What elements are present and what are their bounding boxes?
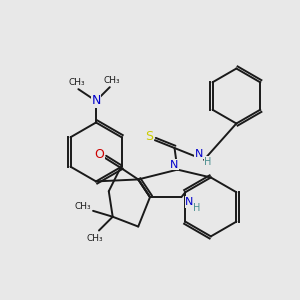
- Text: CH₃: CH₃: [103, 76, 120, 85]
- Text: O: O: [94, 148, 104, 161]
- Text: N: N: [195, 149, 203, 159]
- Text: H: H: [194, 203, 201, 213]
- Text: N: N: [185, 197, 194, 207]
- Text: N: N: [170, 160, 179, 170]
- Text: CH₃: CH₃: [75, 202, 92, 211]
- Text: H: H: [204, 157, 211, 167]
- Text: CH₃: CH₃: [87, 234, 103, 243]
- Text: CH₃: CH₃: [68, 78, 85, 87]
- Text: N: N: [91, 94, 101, 107]
- Text: S: S: [145, 130, 153, 143]
